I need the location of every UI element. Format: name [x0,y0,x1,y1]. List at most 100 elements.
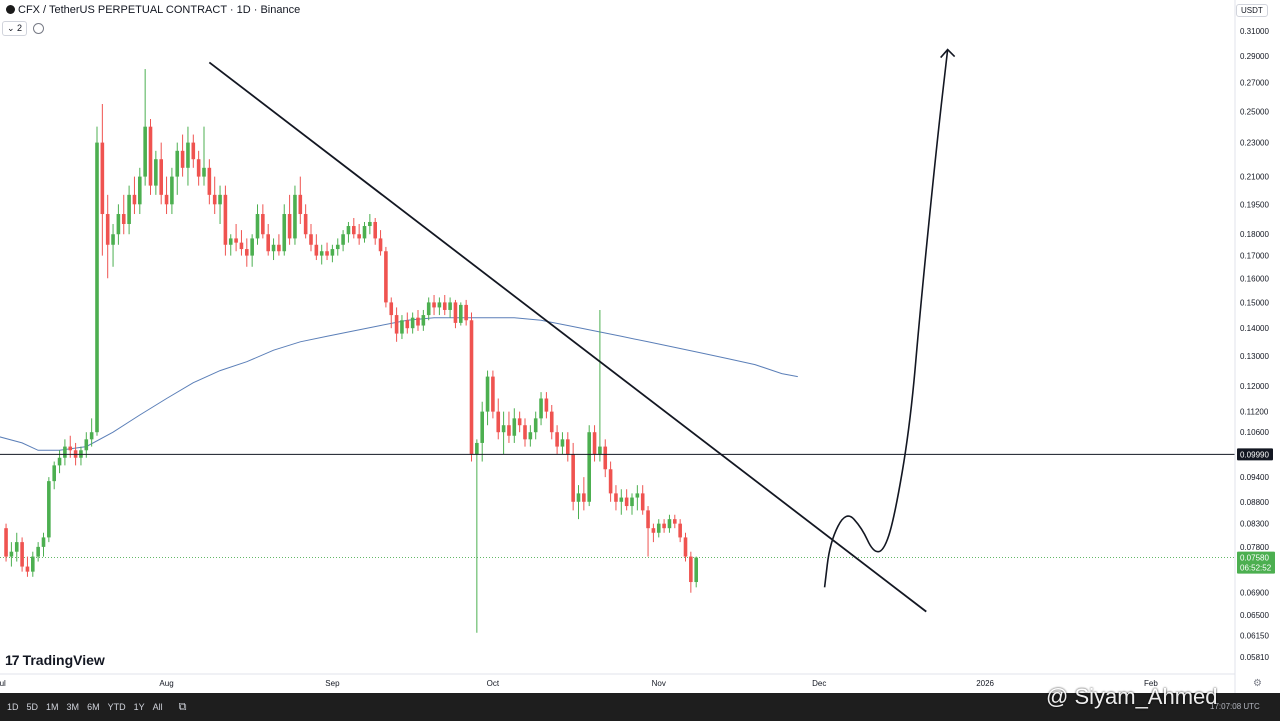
price-tick-label: 0.06900 [1240,589,1269,598]
refresh-icon[interactable] [33,23,45,34]
price-tick-label: 0.25000 [1240,107,1269,116]
candle-body [485,376,490,412]
candle [223,185,228,256]
candle [191,134,196,168]
candle [587,425,591,507]
candle-body [533,418,538,433]
candle [694,556,698,588]
candle-body [207,167,212,195]
price-tick-label: 0.06150 [1240,632,1269,641]
candle-body [346,226,351,235]
time-axis[interactable]: Jul Aug Sep Oct Nov Dec 2026 Feb [0,673,1235,688]
candle [341,230,345,252]
candle [608,461,613,502]
currency-selector[interactable]: USDT [1236,4,1268,17]
candle [555,425,559,454]
candle-body [52,465,56,482]
utc-clock[interactable]: 17:07:08 UTC [1210,702,1260,711]
candle [560,432,565,454]
candle-body [4,528,8,557]
candle-body [555,432,559,447]
candle [277,234,281,256]
range-button-6m[interactable]: 6M [87,702,100,712]
candle-body [148,126,153,186]
candle-body [683,537,688,557]
candle-body [20,542,24,567]
range-button-3m[interactable]: 3M [66,702,80,712]
price-tick-label: 0.27000 [1240,79,1269,88]
candle [389,297,394,329]
indicator-row: ⌄ 2 [2,21,45,36]
range-button-1y[interactable]: 1Y [133,702,145,712]
candle [624,489,629,511]
price-tick-label: 0.07800 [1240,543,1269,552]
candle [180,134,185,177]
candle [47,477,51,543]
price-tick-label: 0.14000 [1240,324,1269,333]
candle [378,230,383,256]
candle-body [544,398,549,412]
candle [271,238,276,261]
moving-average-path [0,317,798,451]
calendar-range-icon[interactable]: ⧉ [178,700,187,713]
candle-body [362,226,367,239]
candle [121,194,126,235]
range-button-1m[interactable]: 1M [46,702,59,712]
candle [20,537,24,572]
candle [475,439,479,633]
candle [52,461,56,490]
symbol-title: CFX / TetherUS PERPETUAL CONTRACT · 1D ·… [18,4,301,16]
candle [36,542,40,562]
candle [442,294,447,316]
candle [480,401,484,462]
candle [571,442,575,511]
range-button-ytd[interactable]: YTD [107,702,126,712]
candle-body [539,398,543,419]
candle-body [426,302,431,316]
candle-body [293,194,297,239]
candle [651,523,656,543]
candle-body [496,411,501,433]
candle-body [352,226,356,235]
price-chart[interactable]: 0.31000 0.29000 0.27000 0.25000 0.23000 0.210… [0,0,1280,693]
range-button-5d[interactable]: 5D [26,702,39,712]
tradingview-logo[interactable]: 17 TradingView [5,652,105,668]
candle [437,297,442,316]
candle-body [100,142,105,215]
price-tick-label: 0.31000 [1240,27,1269,36]
candle-body [603,446,608,470]
candle [368,214,372,235]
candle [539,392,543,426]
candle-body [656,523,661,533]
price-tick-label: 0.05810 [1240,653,1269,662]
candle [79,446,83,466]
candle-body [384,251,388,303]
candle [662,519,666,533]
candle-body [31,556,35,572]
candle-body [105,214,110,245]
settings-gear-icon[interactable]: ⚙ [1253,678,1262,689]
candle [186,126,190,186]
candle-body [549,411,554,433]
indicators-toggle[interactable]: ⌄ 2 [2,21,28,36]
candle [373,217,377,245]
price-tick-label: 0.08300 [1240,520,1269,529]
price-tick-label: 0.29000 [1240,52,1269,61]
range-button-1d[interactable]: 1D [7,702,19,712]
price-tick-label: 0.08800 [1240,498,1269,507]
price-tick-label: 0.21000 [1240,173,1269,182]
candle [630,493,634,515]
candle-body [196,159,201,177]
price-axis[interactable]: 0.31000 0.29000 0.27000 0.25000 0.23000 0.210… [1234,0,1275,693]
candle-body [341,234,345,245]
range-button-all[interactable]: All [152,702,163,712]
candle-body [234,238,238,243]
candle [100,104,105,256]
candlestick-series [4,69,698,633]
candle-body [614,493,618,502]
candle-body [646,510,650,529]
descending-trendline [208,61,927,613]
projection-arrowhead [940,48,956,59]
candle [41,532,46,557]
candle [384,246,388,308]
